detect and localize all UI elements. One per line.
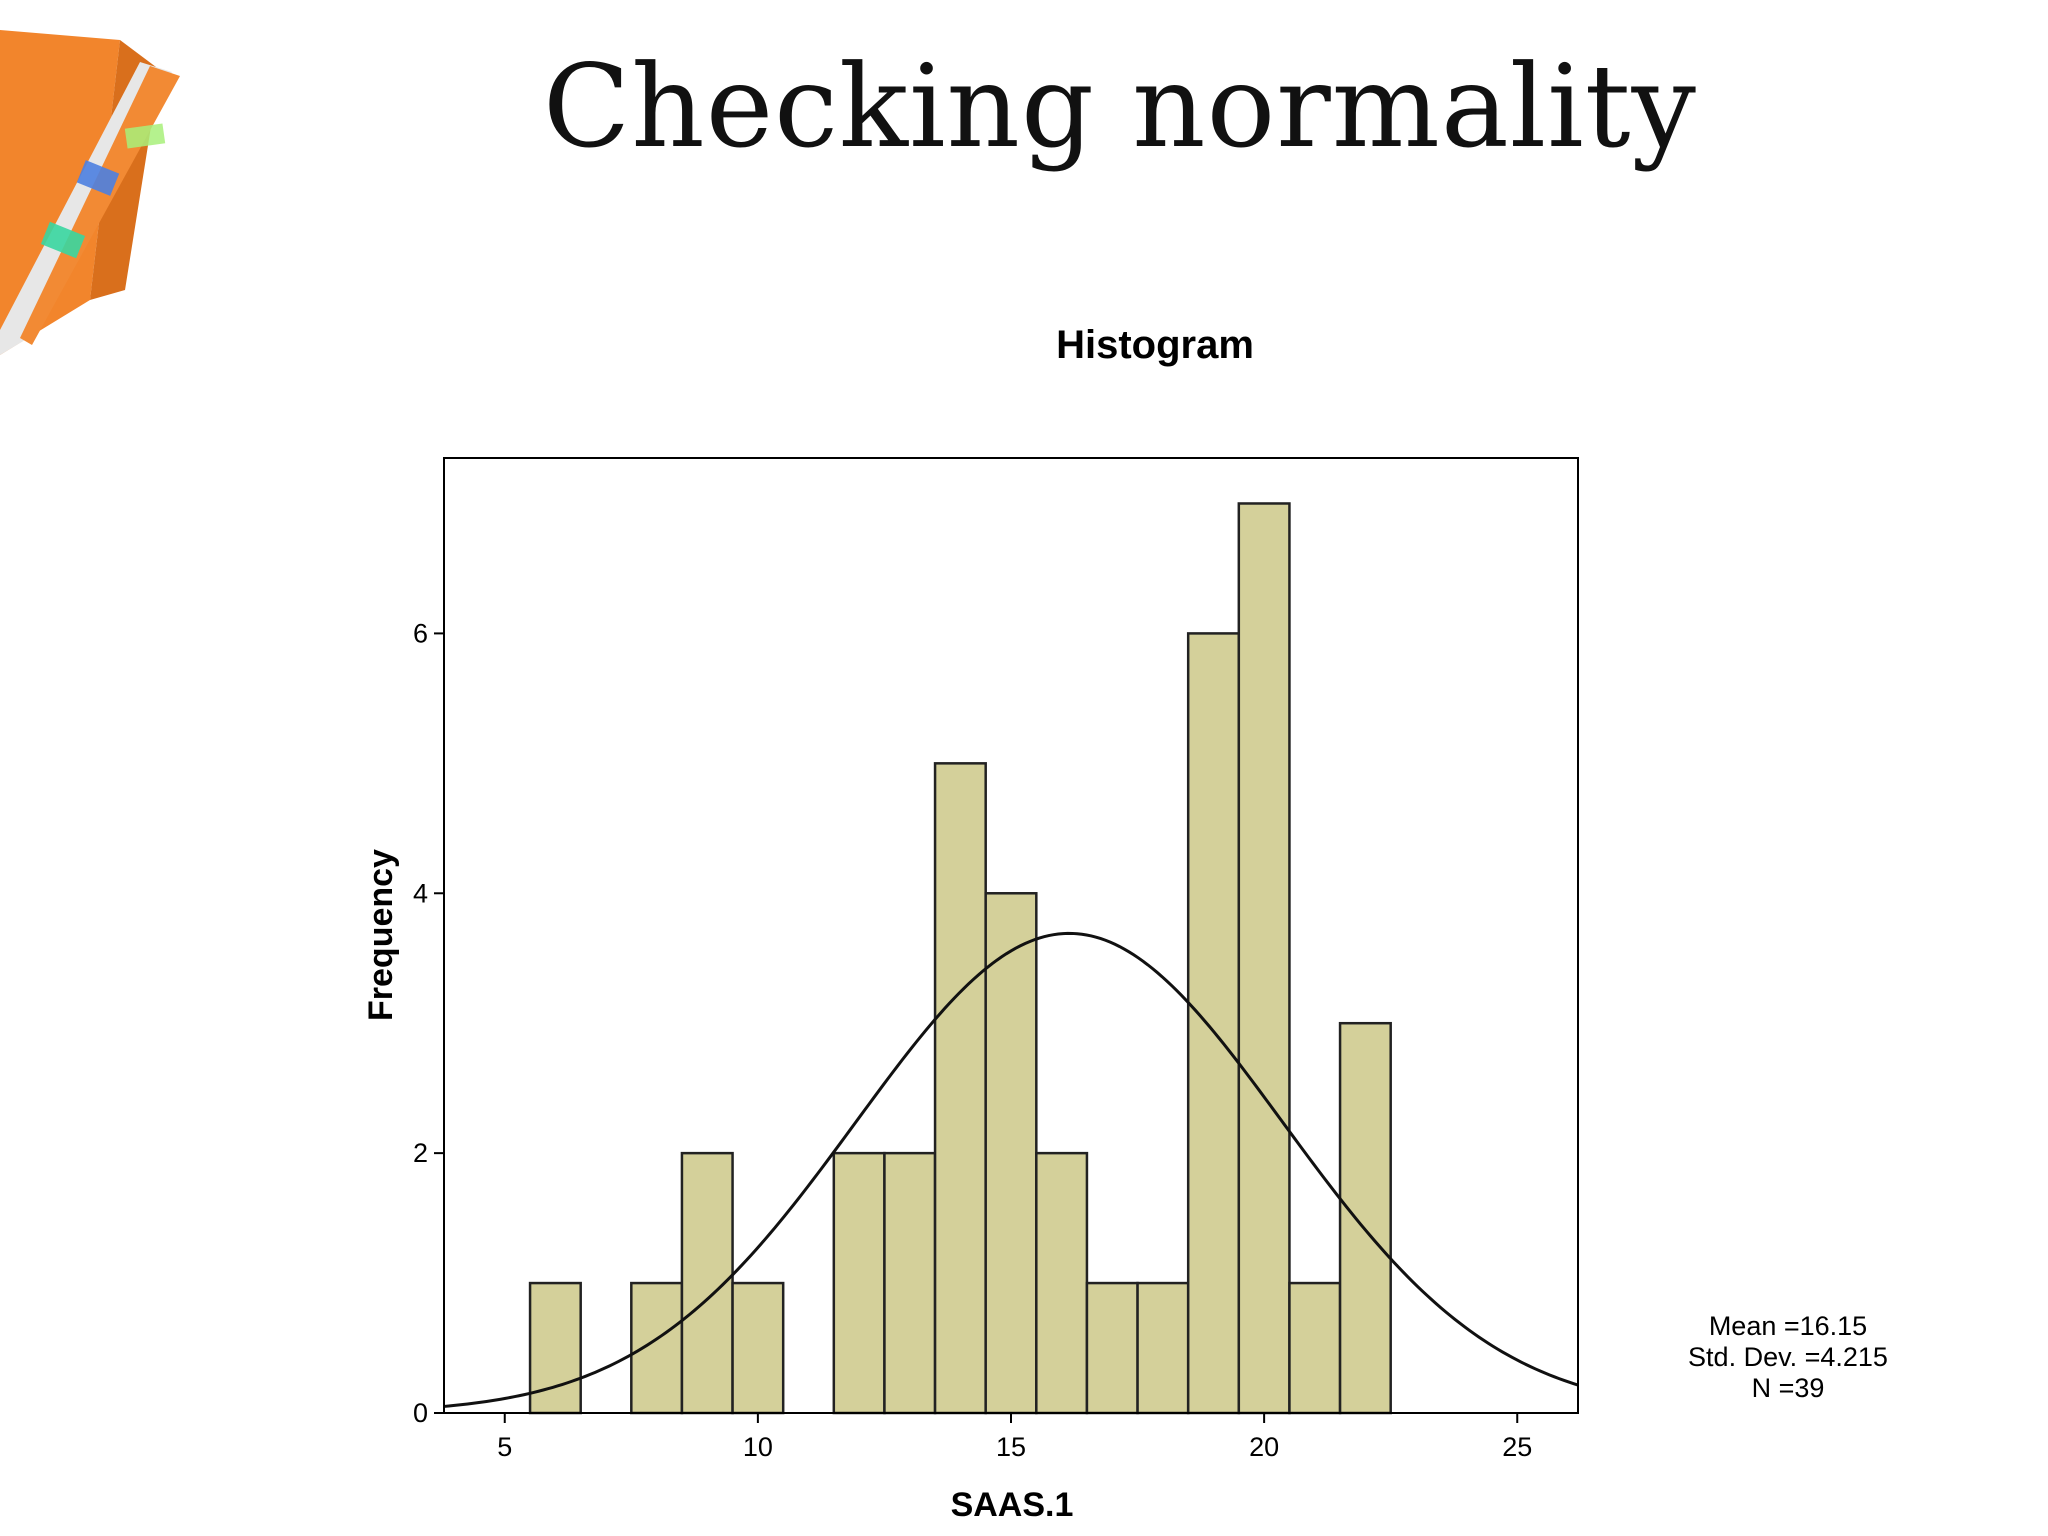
histogram-bar (1237, 502, 1291, 1415)
histogram-bar (1186, 632, 1241, 1415)
histogram-bar (832, 1151, 886, 1415)
histogram-bar (528, 1281, 582, 1415)
x-tick-label: 15 (996, 1432, 1026, 1462)
stats-mean: Mean =16.15 (1709, 1311, 1867, 1341)
histogram-bars (528, 502, 1392, 1415)
histogram-bar (1136, 1281, 1190, 1415)
y-tick-label: 4 (413, 878, 428, 908)
histogram-bar (1035, 1151, 1089, 1415)
x-axis-ticks: 5 10 15 20 25 (497, 1413, 1532, 1462)
slide-title: Checking normality (543, 40, 1697, 173)
histogram-bar (933, 762, 987, 1415)
histogram-bar (731, 1281, 785, 1415)
y-axis-label: Frequency (362, 849, 400, 1021)
x-tick-label: 5 (497, 1432, 512, 1462)
histogram-bar (1288, 1281, 1342, 1415)
histogram-bar (1085, 1281, 1139, 1415)
x-tick-label: 20 (1249, 1432, 1279, 1462)
y-tick-label: 2 (413, 1138, 428, 1168)
chart-title: Histogram (1056, 323, 1254, 367)
histogram-bar (630, 1281, 684, 1415)
normal-curve (443, 931, 1579, 1408)
x-axis-label: SAAS.1 (951, 1486, 1074, 1524)
stats-n: N =39 (1752, 1373, 1825, 1403)
binder-decoration (0, 30, 180, 355)
x-tick-label: 25 (1502, 1432, 1532, 1462)
y-tick-label: 0 (413, 1398, 428, 1428)
histogram-bar (883, 1151, 937, 1415)
y-tick-label: 6 (413, 618, 428, 648)
x-tick-label: 10 (743, 1432, 773, 1462)
stats-std-dev: Std. Dev. =4.215 (1688, 1342, 1888, 1372)
histogram-bar (984, 892, 1038, 1415)
y-axis-ticks: 0 2 4 6 (413, 618, 444, 1428)
histogram-bar (1338, 1021, 1392, 1415)
